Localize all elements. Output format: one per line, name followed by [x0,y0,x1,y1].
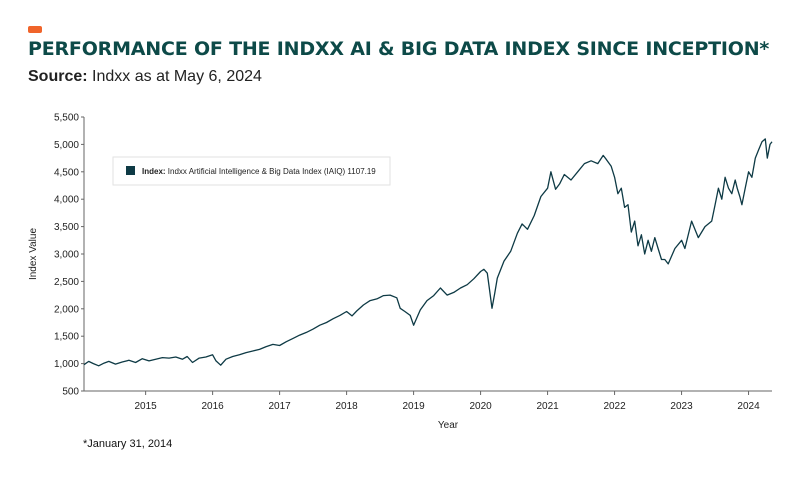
y-tick-label: 4,500 [54,167,79,178]
y-tick-label: 4,000 [54,195,79,206]
y-tick-label: 3,500 [54,222,79,233]
y-tick-label: 5,000 [54,140,79,151]
footnote: *January 31, 2014 [83,438,173,450]
y-tick-label: 1,500 [54,332,79,343]
page-title: PERFORMANCE OF THE INDXX AI & BIG DATA I… [28,38,770,60]
x-axis: 2015 2016 2017 2018 2019 2020 2021 2022 2023 2024 [84,390,772,412]
legend-label-bold: Index: [142,167,166,176]
x-tick-label: 2022 [603,401,626,412]
accent-bar [28,26,42,33]
y-axis-title: Index Value [28,228,39,281]
y-tick-label: 2,000 [54,304,79,315]
x-tick-label: 2015 [135,401,158,412]
x-tick-label: 2019 [402,401,425,412]
x-axis-title: Year [438,420,459,431]
source-label: Source: [28,68,88,85]
x-tick-label: 2020 [469,401,492,412]
y-tick-label: 5,500 [54,113,79,124]
y-tick-label: 1,000 [54,359,79,370]
source-line: Source: Indxx as at May 6, 2024 [28,68,262,86]
y-tick-label: 3,000 [54,250,79,261]
x-tick-label: 2024 [737,401,760,412]
x-tick-label: 2021 [536,401,559,412]
legend-box [112,156,391,186]
legend-label-text: Indxx Artificial Intelligence & Big Data… [168,167,377,176]
source-text: Indxx as at May 6, 2024 [92,68,262,85]
x-tick-label: 2023 [670,401,693,412]
y-axis: 500 1,000 1,500 2,000 2,500 3,000 3,500 4,000 4,… [54,113,85,398]
legend: Index: Indxx Artificial Intelligence & B… [112,156,391,186]
x-tick-label: 2016 [201,401,224,412]
legend-swatch [126,166,135,175]
legend-label: Index: Indxx Artificial Intelligence & B… [142,167,376,176]
series-line [83,138,773,367]
y-tick-label: 500 [62,387,79,398]
x-tick-label: 2018 [335,401,358,412]
series-group [83,138,773,367]
y-tick-label: 2,500 [54,277,79,288]
x-tick-label: 2017 [268,401,291,412]
